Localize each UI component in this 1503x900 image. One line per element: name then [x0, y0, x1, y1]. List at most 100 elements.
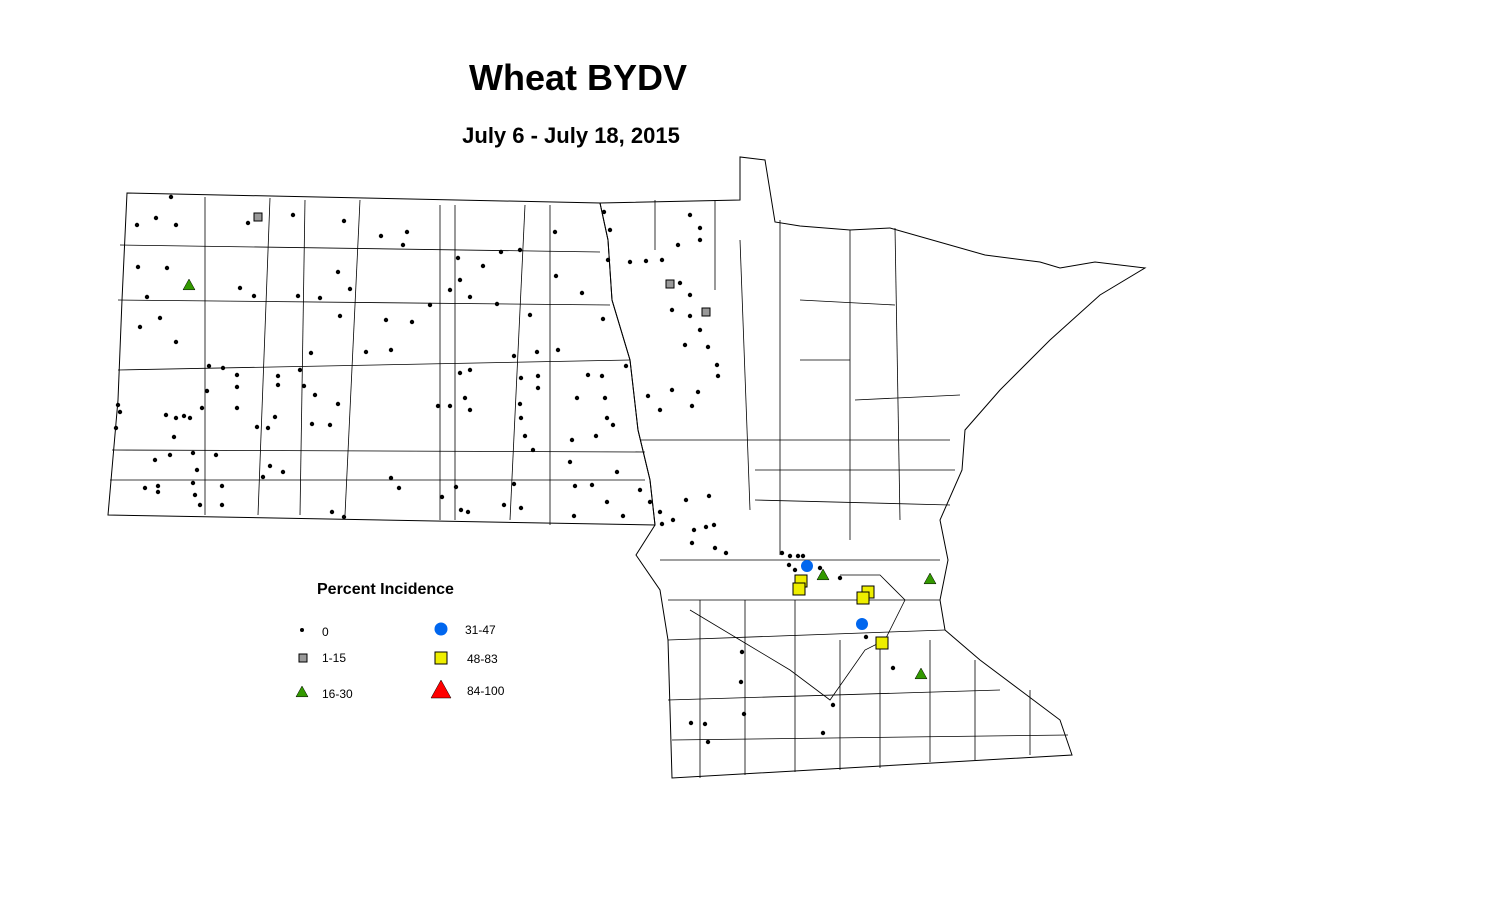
site-31-47 — [856, 618, 868, 630]
site-0 — [267, 463, 273, 469]
legend-label-31-47: 31-47 — [465, 623, 496, 637]
site-0 — [687, 212, 693, 218]
site-0 — [427, 302, 433, 308]
site-48-83 — [856, 591, 870, 605]
site-0 — [280, 469, 286, 475]
site-0 — [383, 317, 389, 323]
site-0 — [181, 413, 187, 419]
site-0 — [669, 387, 675, 393]
county-line — [299, 199, 306, 516]
site-48-83 — [875, 636, 889, 650]
site-0 — [157, 315, 163, 321]
site-0 — [572, 483, 578, 489]
site-0 — [569, 437, 575, 443]
site-0 — [555, 347, 561, 353]
site-0 — [199, 405, 205, 411]
county-line — [509, 204, 526, 521]
site-0 — [404, 229, 410, 235]
site-0 — [703, 524, 709, 530]
site-0 — [117, 409, 123, 415]
site-0 — [830, 702, 836, 708]
site-0 — [396, 485, 402, 491]
site-0 — [800, 553, 806, 559]
site-0 — [820, 730, 826, 736]
site-0 — [206, 363, 212, 369]
site-0 — [712, 545, 718, 551]
site-0 — [312, 392, 318, 398]
site-0 — [467, 407, 473, 413]
county-line — [854, 394, 961, 401]
site-0 — [297, 367, 303, 373]
site-0 — [190, 480, 196, 486]
site-0 — [607, 227, 613, 233]
site-0 — [518, 415, 524, 421]
legend-gray-square-icon — [298, 653, 308, 663]
site-1-15 — [253, 212, 263, 222]
site-0 — [689, 403, 695, 409]
site-0 — [167, 452, 173, 458]
site-0 — [173, 415, 179, 421]
site-0 — [275, 382, 281, 388]
county-line — [894, 227, 901, 521]
site-0 — [739, 649, 745, 655]
site-0 — [155, 483, 161, 489]
site-0 — [705, 344, 711, 350]
map-title: Wheat BYDV — [468, 57, 688, 98]
site-0 — [251, 293, 257, 299]
site-0 — [645, 393, 651, 399]
site-0 — [585, 372, 591, 378]
site-0 — [409, 319, 415, 325]
site-0 — [837, 575, 843, 581]
site-0 — [687, 292, 693, 298]
site-0 — [458, 507, 464, 513]
site-0 — [787, 553, 793, 559]
site-0 — [669, 307, 675, 313]
site-0 — [327, 422, 333, 428]
site-0 — [553, 273, 559, 279]
site-0 — [689, 540, 695, 546]
site-0 — [779, 550, 785, 556]
site-0 — [589, 482, 595, 488]
site-0 — [511, 353, 517, 359]
site-0 — [465, 509, 471, 515]
site-0 — [254, 424, 260, 430]
site-0 — [571, 513, 577, 519]
site-0 — [890, 665, 896, 671]
site-0 — [863, 634, 869, 640]
site-0 — [467, 367, 473, 373]
site-0 — [599, 373, 605, 379]
minnesota-river — [689, 574, 906, 701]
site-48-83 — [792, 582, 806, 596]
site-0 — [142, 485, 148, 491]
map-subtitle: July 6 - July 18, 2015 — [462, 123, 680, 148]
site-0 — [593, 433, 599, 439]
site-0 — [705, 739, 711, 745]
site-0 — [467, 294, 473, 300]
site-0 — [715, 373, 721, 379]
site-0 — [741, 711, 747, 717]
site-0 — [511, 481, 517, 487]
site-0 — [518, 505, 524, 511]
site-0 — [341, 218, 347, 224]
site-0 — [688, 720, 694, 726]
site-0 — [792, 567, 798, 573]
site-0 — [220, 365, 226, 371]
site-0 — [535, 373, 541, 379]
site-0 — [341, 514, 347, 520]
site-0 — [657, 509, 663, 515]
site-0 — [439, 494, 445, 500]
site-0 — [687, 313, 693, 319]
site-0 — [657, 407, 663, 413]
site-0 — [144, 294, 150, 300]
site-0 — [714, 362, 720, 368]
site-0 — [265, 425, 271, 431]
site-0 — [335, 401, 341, 407]
site-0 — [623, 363, 629, 369]
site-0 — [723, 550, 729, 556]
site-0 — [604, 499, 610, 505]
county-line — [799, 299, 896, 306]
site-0 — [480, 263, 486, 269]
site-0 — [245, 220, 251, 226]
site-0 — [527, 312, 533, 318]
site-0 — [579, 290, 585, 296]
